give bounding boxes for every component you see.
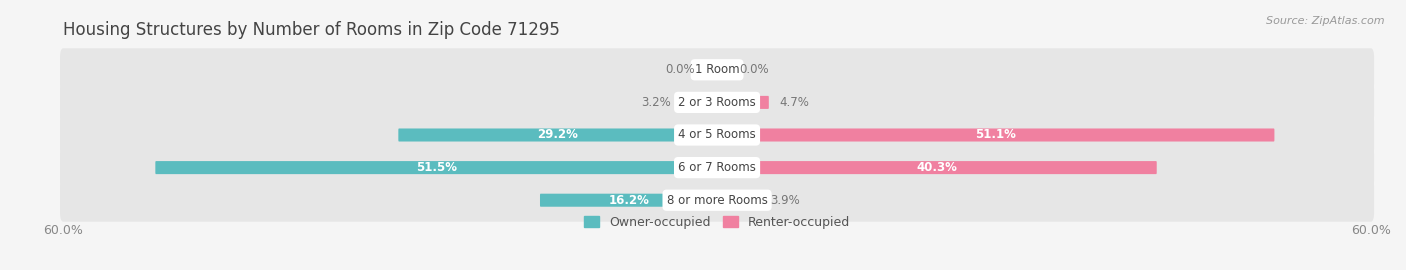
FancyBboxPatch shape <box>60 48 1374 91</box>
FancyBboxPatch shape <box>682 96 717 109</box>
Text: 0.0%: 0.0% <box>665 63 695 76</box>
Text: 4.7%: 4.7% <box>779 96 808 109</box>
FancyBboxPatch shape <box>540 194 717 207</box>
Text: 51.1%: 51.1% <box>974 129 1017 141</box>
Text: 40.3%: 40.3% <box>917 161 957 174</box>
Text: 1 Room: 1 Room <box>695 63 740 76</box>
Text: 4 or 5 Rooms: 4 or 5 Rooms <box>678 129 756 141</box>
FancyBboxPatch shape <box>155 161 717 174</box>
Text: 0.0%: 0.0% <box>740 63 769 76</box>
FancyBboxPatch shape <box>717 96 769 109</box>
Text: 2 or 3 Rooms: 2 or 3 Rooms <box>678 96 756 109</box>
FancyBboxPatch shape <box>60 81 1374 124</box>
Text: 8 or more Rooms: 8 or more Rooms <box>666 194 768 207</box>
Text: 6 or 7 Rooms: 6 or 7 Rooms <box>678 161 756 174</box>
FancyBboxPatch shape <box>398 129 717 141</box>
Text: Source: ZipAtlas.com: Source: ZipAtlas.com <box>1267 16 1385 26</box>
FancyBboxPatch shape <box>60 179 1374 222</box>
FancyBboxPatch shape <box>717 129 1274 141</box>
Text: Housing Structures by Number of Rooms in Zip Code 71295: Housing Structures by Number of Rooms in… <box>63 21 560 39</box>
Text: 16.2%: 16.2% <box>609 194 650 207</box>
Text: 29.2%: 29.2% <box>537 129 578 141</box>
Text: 3.2%: 3.2% <box>641 96 671 109</box>
Text: 51.5%: 51.5% <box>416 161 457 174</box>
FancyBboxPatch shape <box>717 161 1157 174</box>
FancyBboxPatch shape <box>60 146 1374 189</box>
Legend: Owner-occupied, Renter-occupied: Owner-occupied, Renter-occupied <box>583 216 851 229</box>
Text: 3.9%: 3.9% <box>770 194 800 207</box>
FancyBboxPatch shape <box>717 194 761 207</box>
FancyBboxPatch shape <box>60 113 1374 157</box>
